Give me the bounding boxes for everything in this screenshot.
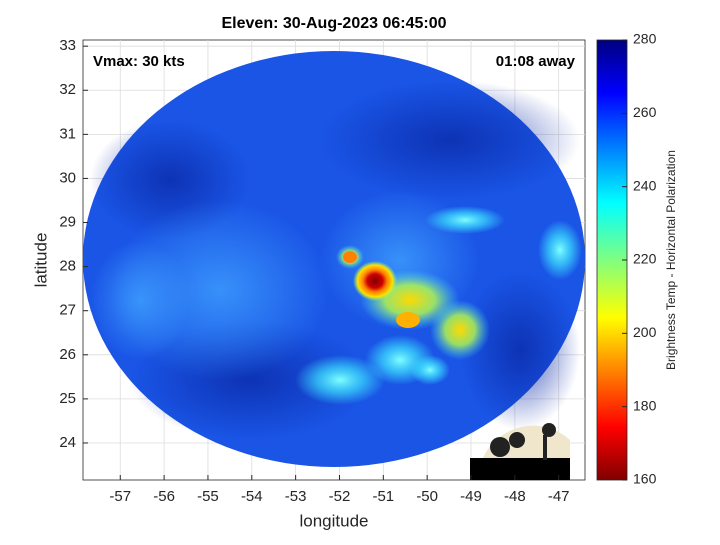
- y-tick-label: 24: [59, 434, 76, 451]
- x-tick-label: -54: [241, 488, 263, 505]
- colorbar-tick-label: 200: [633, 324, 657, 340]
- y-tick-label: 28: [59, 258, 76, 275]
- annotation: 01:08 away: [496, 53, 576, 70]
- colorbar-tick-label: 260: [633, 104, 657, 120]
- colorbar-tick-label: 160: [633, 471, 657, 487]
- y-tick-label: 25: [59, 390, 76, 407]
- x-tick-label: -53: [285, 488, 307, 505]
- x-tick-label: -56: [153, 488, 175, 505]
- annotation: Vmax: 30 kts: [93, 53, 185, 70]
- x-tick-label: -55: [197, 488, 219, 505]
- chart-title: Eleven: 30-Aug-2023 06:45:00: [222, 15, 447, 32]
- x-tick-label: -49: [460, 488, 482, 505]
- colorbar-label: Brightness Temp - Horizontal Polarizatio…: [664, 150, 678, 370]
- cimss-logo: [470, 423, 570, 480]
- colorbar-tick-label: 180: [633, 397, 657, 413]
- colorbar-tick-label: 220: [633, 251, 657, 267]
- brightness-image: [83, 51, 585, 467]
- x-tick-label: -50: [416, 488, 438, 505]
- y-tick-label: 32: [59, 81, 76, 98]
- x-tick-label: -52: [329, 488, 351, 505]
- x-axis-label: longitude: [299, 511, 368, 530]
- y-axis-label: latitude: [31, 233, 50, 288]
- x-tick-label: -48: [504, 488, 526, 505]
- y-tick-label: 27: [59, 302, 76, 319]
- y-tick-label: 29: [59, 213, 76, 230]
- y-tick-label: 33: [59, 37, 76, 54]
- colorbar-tick-label: 240: [633, 177, 657, 193]
- y-tick-label: 30: [59, 169, 76, 186]
- x-tick-label: -47: [548, 488, 570, 505]
- x-tick-label: -51: [372, 488, 394, 505]
- x-tick-label: -57: [109, 488, 131, 505]
- y-tick-label: 26: [59, 346, 76, 363]
- colorbar-tick-label: 280: [633, 31, 657, 47]
- y-tick-label: 31: [59, 125, 76, 142]
